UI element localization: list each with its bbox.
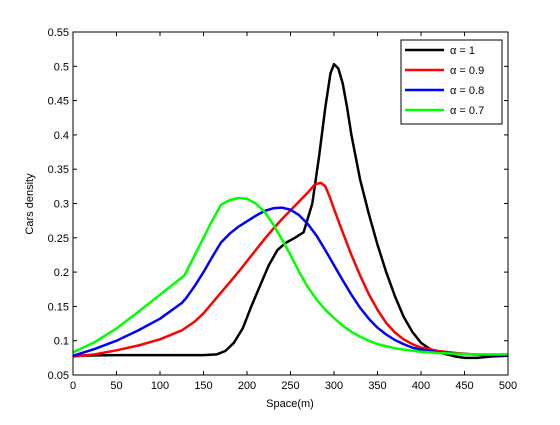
x-tick-label: 50	[110, 380, 122, 392]
y-tick-label: 0.55	[48, 27, 69, 39]
y-tick-label: 0.35	[48, 164, 69, 176]
y-tick-label: 0.45	[48, 96, 69, 108]
x-tick-label: 250	[281, 380, 299, 392]
series-line-2	[72, 181, 508, 358]
legend: α = 1 α = 0.9 α = 0.8 α = 0.7	[400, 39, 503, 125]
y-axis-label: Cars density	[24, 173, 36, 235]
y-tick-label: 0.25	[48, 233, 69, 245]
x-tick-label: 150	[194, 380, 212, 392]
series-layer	[72, 62, 509, 360]
legend-label-1: α = 1	[450, 45, 475, 57]
x-tick-label: 0	[70, 380, 76, 392]
x-tick-label: 350	[368, 380, 386, 392]
x-tick-label: 450	[455, 380, 473, 392]
legend-label-4: α = 0.7	[450, 105, 484, 117]
x-tick-label: 400	[412, 380, 430, 392]
y-tick-label: 0.1	[54, 336, 69, 348]
legend-box	[400, 39, 503, 125]
legend-label-3: α = 0.8	[450, 85, 484, 97]
y-tick-label: 0.5	[54, 61, 69, 73]
y-tick-label: 0.05	[48, 370, 69, 382]
x-axis-label: Space(m)	[266, 398, 314, 410]
x-tick-label: 300	[325, 380, 343, 392]
x-tick-label: 100	[151, 380, 169, 392]
ticks-layer: 0 50 100 150 200 250 300 350 400 450 500 0.05 0.1 0.1…	[48, 27, 518, 392]
y-tick-label: 0.15	[48, 301, 69, 313]
x-tick-label: 200	[238, 380, 256, 392]
series-line-4	[72, 196, 508, 356]
series-line-3	[72, 206, 508, 357]
legend-label-2: α = 0.9	[450, 65, 484, 77]
y-tick-label: 0.3	[54, 199, 69, 211]
x-tick-label: 500	[499, 380, 517, 392]
y-tick-label: 0.4	[54, 130, 69, 142]
y-tick-label: 0.2	[54, 267, 69, 279]
